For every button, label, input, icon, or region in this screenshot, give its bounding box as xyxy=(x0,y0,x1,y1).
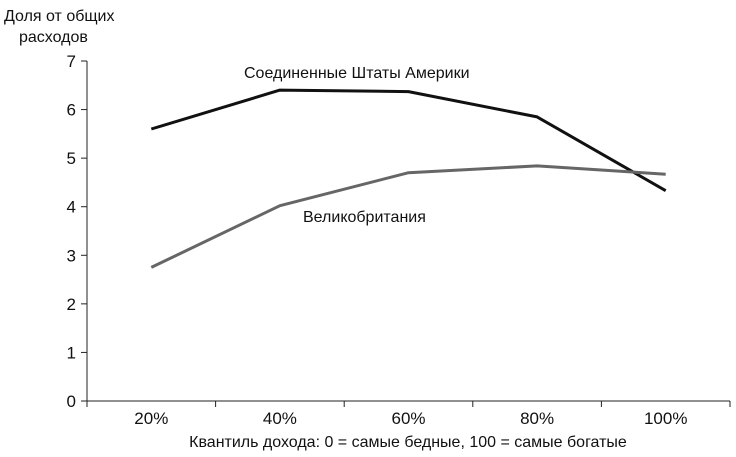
y-axis-title-line-2: расходов xyxy=(19,29,88,46)
x-axis-title: Квантиль дохода: 0 = самые бедные, 100 =… xyxy=(189,434,627,451)
tick-labels: 0 1 2 3 4 5 6 7 20% 40% 60% 80% 100% xyxy=(67,52,688,428)
x-tick-label: 100% xyxy=(644,409,687,428)
series-label-usa: Соединенные Штаты Америки xyxy=(244,65,470,82)
y-tick-label: 2 xyxy=(67,295,76,314)
series-labels: Соединенные Штаты Америки Великобритания xyxy=(244,65,470,226)
y-tick-label: 4 xyxy=(67,198,76,217)
y-tick-label: 6 xyxy=(67,101,76,120)
y-axis-title-line-1: Доля от общих xyxy=(4,8,115,25)
axes xyxy=(81,60,731,407)
y-tick-label: 3 xyxy=(67,246,76,265)
x-tick-label: 40% xyxy=(263,409,297,428)
y-tick-label: 1 xyxy=(67,343,76,362)
y-tick-label: 0 xyxy=(67,392,76,411)
y-tick-label: 7 xyxy=(67,52,76,71)
x-tick-label: 20% xyxy=(134,409,168,428)
x-tick-label: 60% xyxy=(391,409,425,428)
x-tick-label: 80% xyxy=(520,409,554,428)
y-axis-title: Доля от общих расходов xyxy=(4,8,115,46)
series-lines xyxy=(150,88,667,269)
series-line-uk xyxy=(150,164,666,269)
series-label-uk: Великобритания xyxy=(303,209,426,226)
series-line-usa xyxy=(150,88,667,193)
y-tick-label: 5 xyxy=(67,149,76,168)
